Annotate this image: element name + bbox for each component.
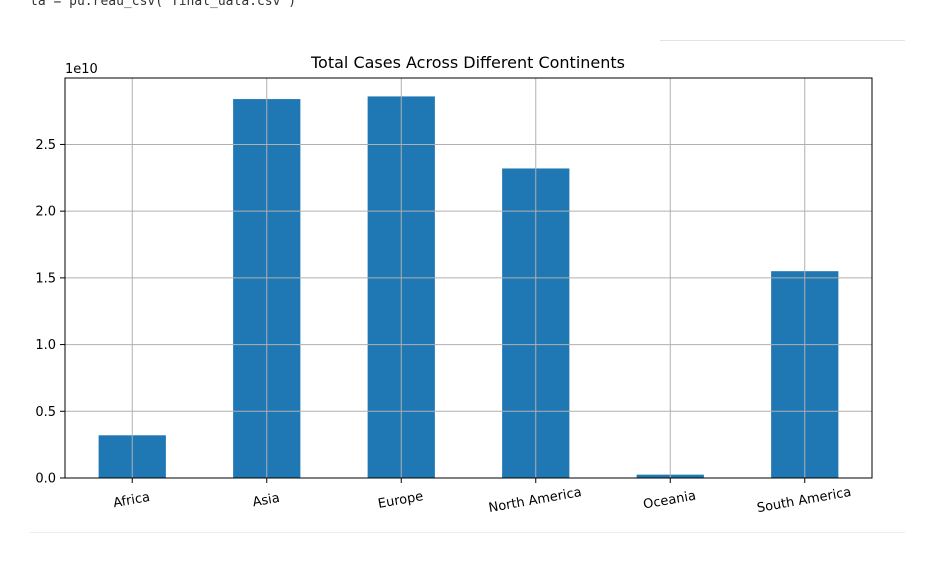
chart-title: Total Cases Across Different Continents	[310, 53, 625, 72]
plot-frame	[64, 77, 873, 479]
cell-divider-top	[660, 40, 905, 41]
grid-lines	[65, 78, 872, 479]
y-axis-offset-label: 1e10	[65, 62, 98, 77]
y-tick-label: 0.5	[35, 405, 56, 420]
x-tick-label: North America	[487, 485, 582, 516]
x-tick-label: South America	[756, 485, 853, 516]
x-tick-label: Africa	[112, 490, 151, 511]
y-tick-label: 2.0	[35, 205, 56, 220]
y-tick-label: 1.0	[35, 338, 56, 353]
cell-divider-bottom	[30, 532, 905, 533]
x-tick-label: Asia	[251, 491, 280, 511]
y-tick-label: 1.5	[35, 271, 56, 286]
x-tick-label: Europe	[377, 489, 425, 512]
x-tick-label: Oceania	[642, 489, 697, 513]
y-tick-label: 0.0	[35, 472, 56, 487]
bars	[98, 96, 839, 478]
code-line: ta = pu.reau_csv( Tinal_uata.csv )	[30, 0, 297, 9]
y-tick-label: 2.5	[35, 138, 56, 153]
